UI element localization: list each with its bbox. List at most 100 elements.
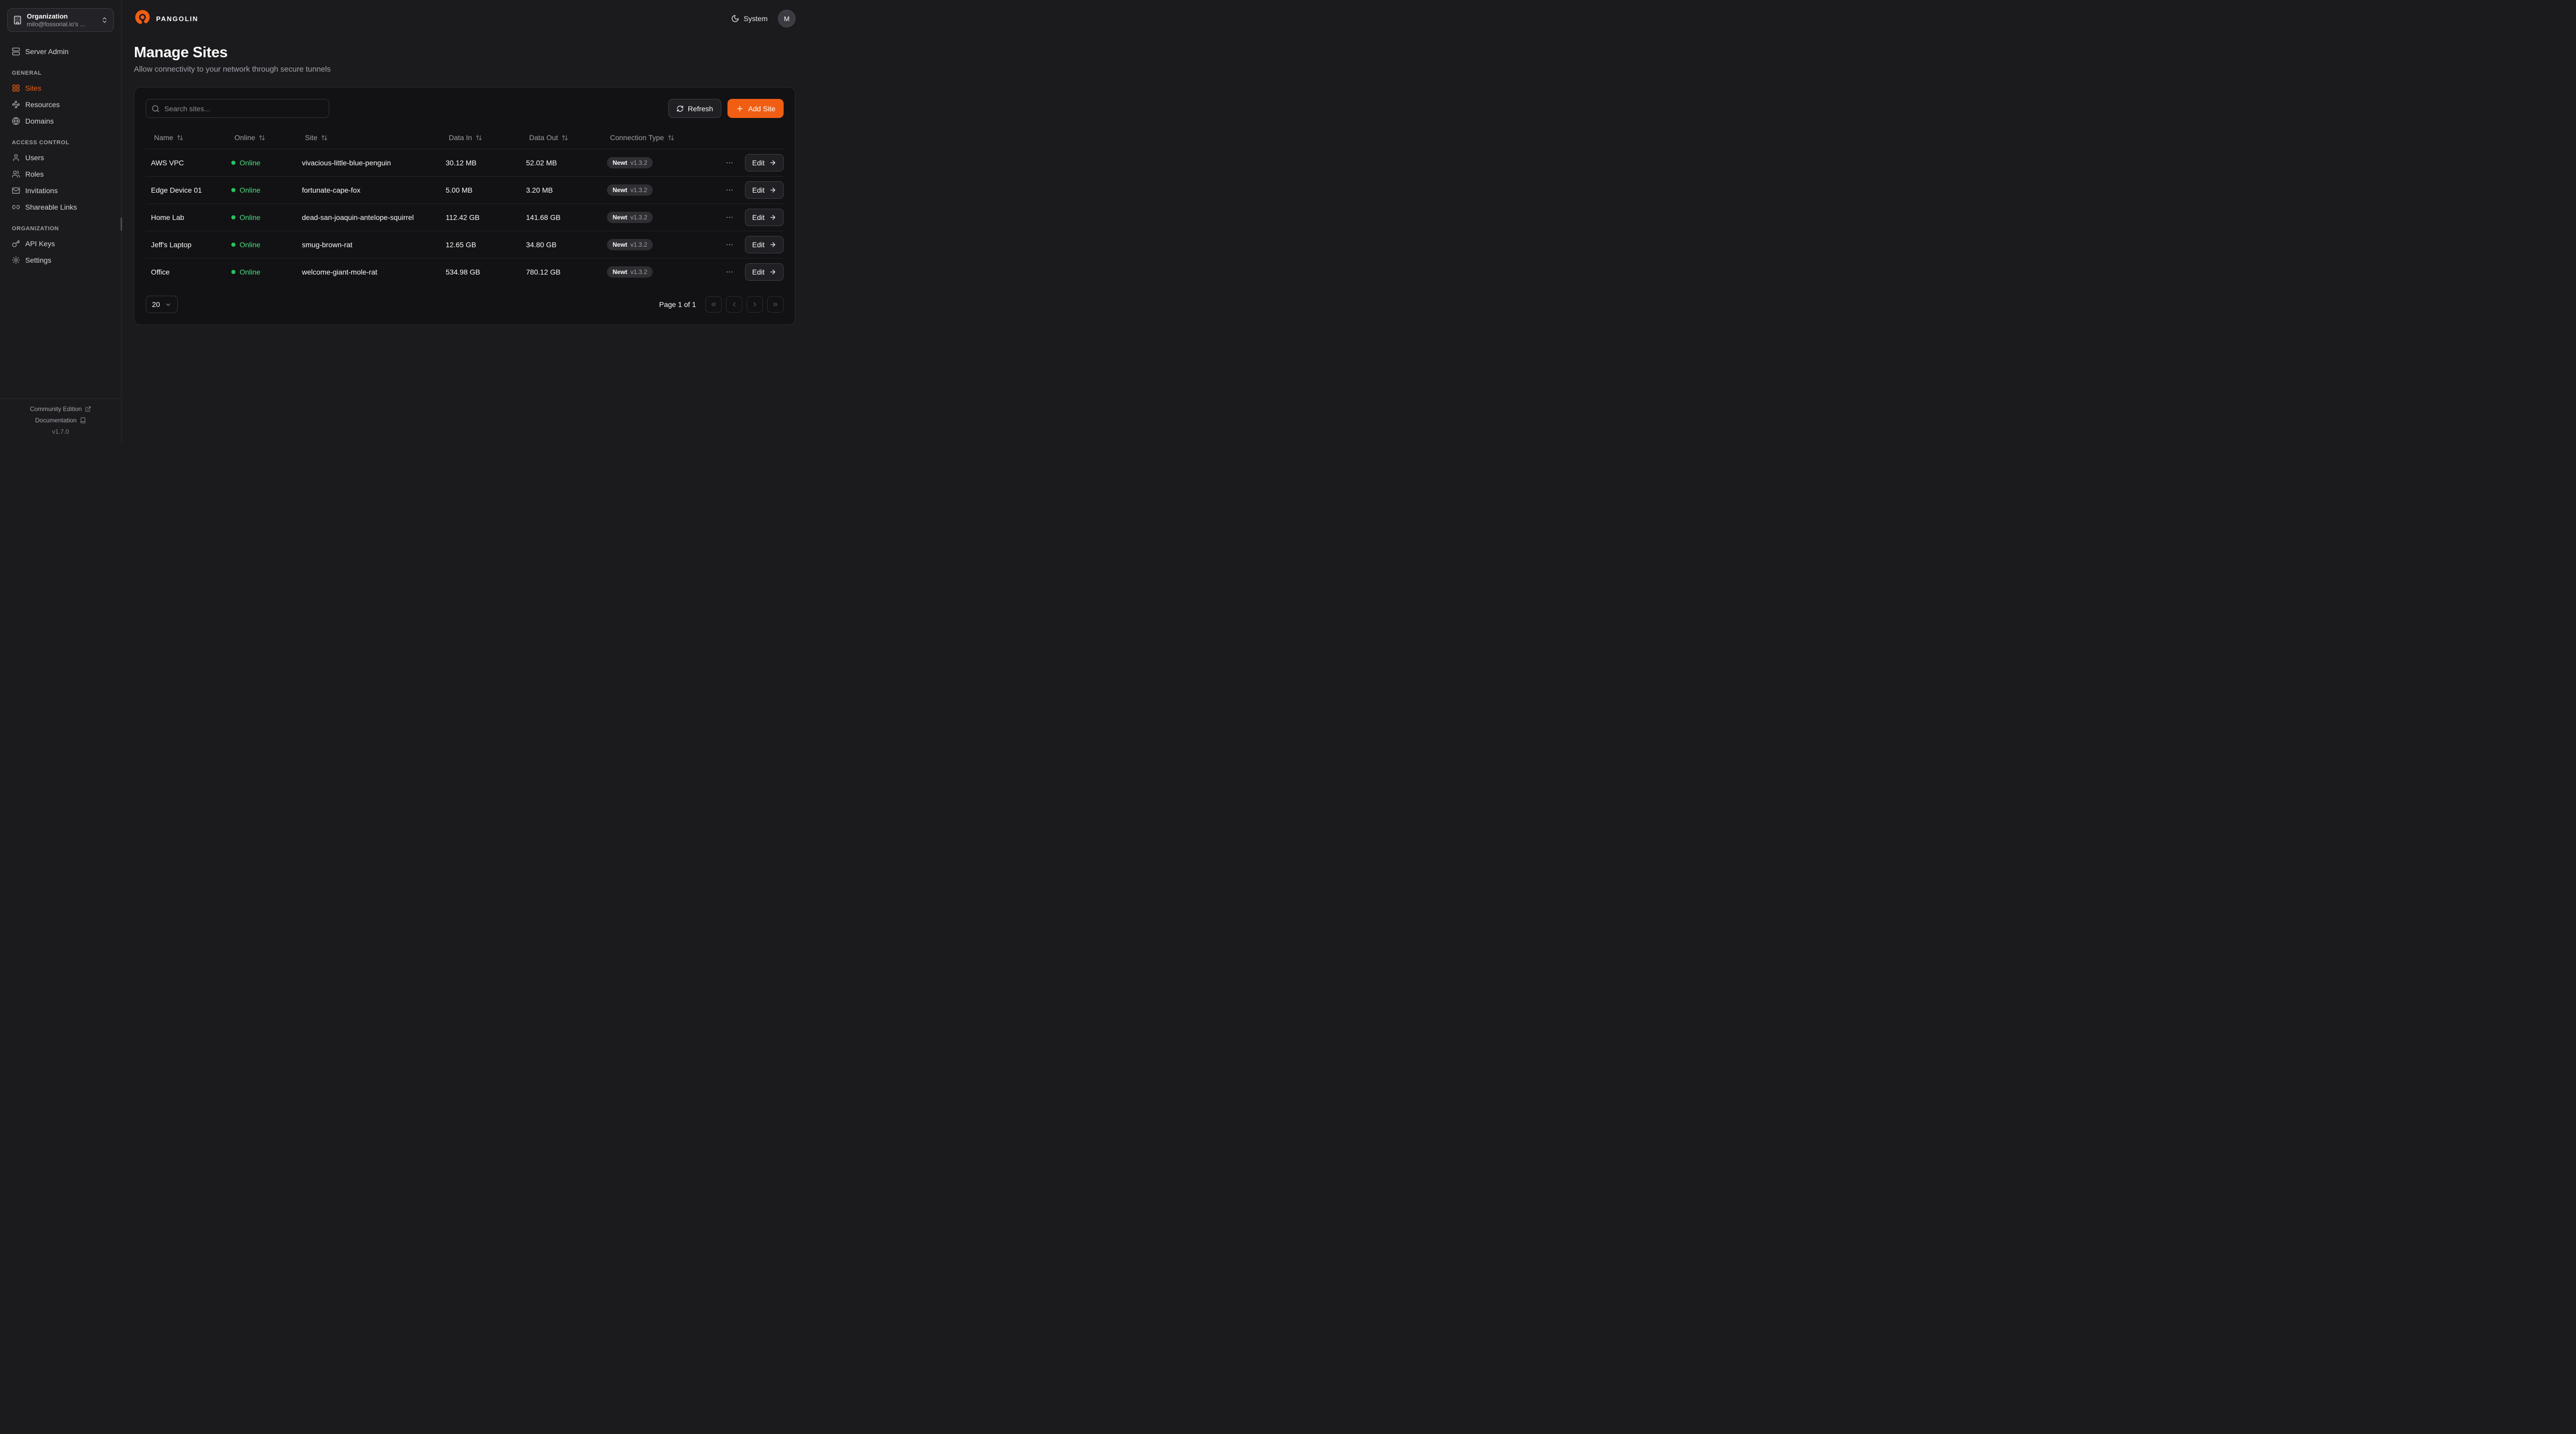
row-menu-button[interactable] [723,184,736,196]
key-icon [12,240,20,248]
chevron-right-icon [751,301,758,308]
chevron-down-icon [165,301,172,308]
sidebar-item-api-keys[interactable]: API Keys [7,235,114,252]
table-row: Jeff's Laptop Online smug-brown-rat 12.6… [146,231,784,258]
app-version: v1.7.0 [52,428,69,435]
table-row: Office Online welcome-giant-mole-rat 534… [146,258,784,285]
sort-icon [476,134,482,141]
page-header: Manage Sites Allow connectivity to your … [122,37,808,74]
edit-button[interactable]: Edit [744,263,784,281]
theme-label: System [743,14,768,23]
org-selector[interactable]: Organization milo@fossorial.io's ... [7,8,114,32]
section-title-general: GENERAL [12,70,42,76]
column-header-online[interactable]: Online [226,133,297,142]
cell-data-out: 780.12 GB [526,268,561,276]
topbar-right: System M [731,10,795,27]
row-menu-button[interactable] [723,266,736,278]
sidebar-nav: Server Admin GENERAL Sites Resources Dom… [7,43,114,268]
row-menu-button[interactable] [723,157,736,169]
page-size-select[interactable]: 20 [146,296,178,313]
sidebar-footer: Community Edition Documentation v1.7.0 [0,398,121,443]
sidebar-item-resources[interactable]: Resources [7,96,114,113]
connection-type-badge: Newt v1.3.2 [607,266,653,278]
sidebar-item-server-admin[interactable]: Server Admin [7,43,114,60]
waypoints-icon [12,100,20,109]
sidebar-item-label: Sites [25,84,42,92]
column-header-connection-type[interactable]: Connection Type [602,133,719,142]
column-header-site[interactable]: Site [297,133,440,142]
edit-label: Edit [752,186,765,194]
org-selector-subtitle: milo@fossorial.io's ... [27,21,86,28]
grid-icon [12,84,20,92]
edit-button[interactable]: Edit [744,236,784,253]
row-menu-button[interactable] [723,211,736,224]
edit-button[interactable]: Edit [744,154,784,172]
status-badge: Online [226,213,297,221]
online-dot-icon [231,270,235,274]
sidebar-item-label: Domains [25,117,54,125]
sidebar-item-label: Users [25,153,44,162]
cell-data-in: 112.42 GB [446,213,480,221]
cell-data-in: 5.00 MB [446,186,473,194]
sidebar-item-shareable-links[interactable]: Shareable Links [7,199,114,215]
column-label: Online [234,133,256,142]
row-menu-button[interactable] [723,238,736,251]
avatar-initial: M [784,14,790,23]
next-page-button[interactable] [747,296,763,313]
sort-icon [321,134,328,141]
refresh-button[interactable]: Refresh [668,99,722,118]
footer-link-label: Documentation [35,417,77,424]
column-header-data-in[interactable]: Data In [440,133,521,142]
toolbar-actions: Refresh Add Site [668,99,784,118]
theme-toggle[interactable]: System [731,14,768,23]
book-icon [80,417,86,423]
sidebar-content: Organization milo@fossorial.io's ... Ser… [0,0,121,398]
server-icon [12,47,20,56]
edit-button[interactable]: Edit [744,181,784,199]
topbar: PANGOLIN System M [122,0,808,37]
sort-icon [177,134,183,141]
add-site-button[interactable]: Add Site [727,99,784,118]
edit-label: Edit [752,213,765,221]
connection-type-badge: Newt v1.3.2 [607,184,653,196]
avatar[interactable]: M [778,10,795,27]
org-selector-title: Organization [27,12,68,20]
connection-name: Newt [613,268,628,276]
cell-site: vivacious-little-blue-penguin [302,159,391,167]
previous-page-button[interactable] [726,296,742,313]
sidebar-item-roles[interactable]: Roles [7,166,114,182]
status-label: Online [240,268,261,276]
ellipsis-icon [725,186,734,194]
chevrons-up-down-icon [101,16,108,24]
table-header-row: Name Online Site Data In [146,126,784,149]
table-body: AWS VPC Online vivacious-little-blue-pen… [146,149,784,285]
connection-type-badge: Newt v1.3.2 [607,157,653,168]
sidebar-item-settings[interactable]: Settings [7,252,114,268]
online-dot-icon [231,161,235,165]
last-page-button[interactable] [767,296,784,313]
column-header-name[interactable]: Name [146,133,226,142]
search-input[interactable] [146,99,329,118]
table-row: Edge Device 01 Online fortunate-cape-fox… [146,176,784,203]
app: Organization milo@fossorial.io's ... Ser… [0,0,808,443]
pager: Page 1 of 1 [659,296,784,313]
column-header-data-out[interactable]: Data Out [521,133,602,142]
footer-link-label: Community Edition [30,405,82,413]
cell-data-out: 3.20 MB [526,186,553,194]
community-edition-link[interactable]: Community Edition [5,405,116,413]
org-selector-text: Organization milo@fossorial.io's ... [27,12,96,28]
cell-data-out: 52.02 MB [526,159,557,167]
column-label: Data In [449,133,472,142]
documentation-link[interactable]: Documentation [5,417,116,424]
sidebar-item-sites[interactable]: Sites [7,80,114,96]
connection-type-badge: Newt v1.3.2 [607,239,653,250]
edit-button[interactable]: Edit [744,209,784,226]
connection-version: v1.3.2 [630,214,648,221]
sidebar-item-users[interactable]: Users [7,149,114,166]
edit-label: Edit [752,159,765,167]
sidebar-item-domains[interactable]: Domains [7,113,114,129]
column-label: Site [305,133,318,142]
sidebar-resize-handle[interactable] [121,217,122,231]
sidebar-item-invitations[interactable]: Invitations [7,182,114,199]
first-page-button[interactable] [705,296,722,313]
